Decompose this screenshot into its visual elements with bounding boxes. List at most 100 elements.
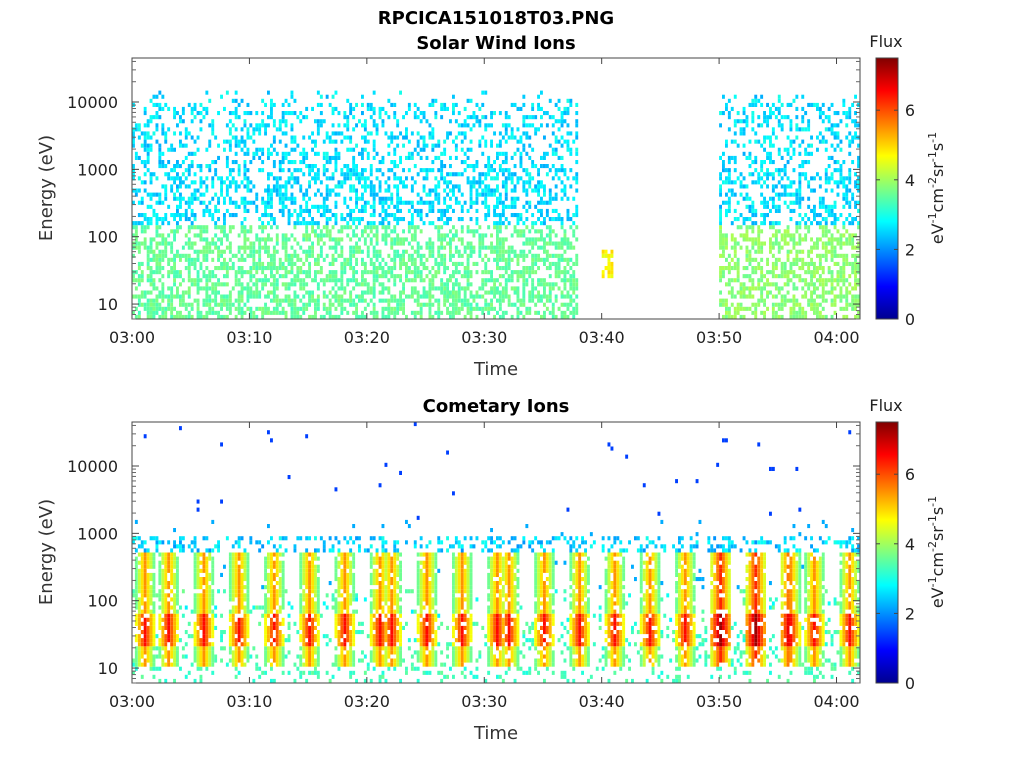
flux-cell xyxy=(275,294,279,299)
flux-cell xyxy=(228,200,232,205)
flux-cell xyxy=(363,180,367,185)
flux-cell xyxy=(173,176,176,181)
flux-cell xyxy=(798,213,802,218)
flux-cell xyxy=(771,245,775,250)
flux-cell xyxy=(493,213,496,218)
flux-cell xyxy=(786,135,790,140)
flux-cell xyxy=(152,172,156,177)
flux-cell xyxy=(152,314,156,319)
flux-cell xyxy=(725,233,728,238)
flux-cell xyxy=(792,314,796,319)
flux-cell xyxy=(264,237,267,242)
flux-cell xyxy=(839,233,843,238)
flux-cell xyxy=(281,208,285,213)
flux-cell xyxy=(730,139,734,144)
flux-cell xyxy=(384,180,388,185)
flux-cell xyxy=(264,225,267,230)
flux-cell xyxy=(264,213,267,218)
flux-cell xyxy=(322,151,326,156)
flux-cell xyxy=(302,286,306,291)
flux-cell xyxy=(792,245,796,250)
flux-cell xyxy=(305,204,309,209)
flux-cell xyxy=(173,294,176,299)
flux-cell xyxy=(270,225,273,230)
flux-cell xyxy=(272,306,276,311)
flux-cell xyxy=(440,168,444,173)
flux-cell xyxy=(771,111,775,116)
flux-cell xyxy=(572,286,576,291)
flux-cell xyxy=(158,225,162,230)
flux-cell xyxy=(475,115,479,120)
flux-cell xyxy=(284,155,288,160)
flux-cell xyxy=(801,119,805,124)
flux-cell xyxy=(190,257,194,262)
flux-cell xyxy=(293,208,297,213)
flux-cell xyxy=(830,188,834,193)
flux-cell xyxy=(275,184,279,189)
flux-cell xyxy=(378,115,382,120)
flux-cell xyxy=(328,208,332,213)
x-tick-label: 03:10 xyxy=(226,328,272,347)
flux-cell xyxy=(358,196,361,201)
flux-cell xyxy=(440,261,444,266)
flux-cell xyxy=(179,139,182,144)
flux-cell xyxy=(316,221,320,226)
flux-cell xyxy=(410,270,414,275)
flux-cell xyxy=(789,233,793,238)
flux-cell xyxy=(522,282,526,287)
flux-cell xyxy=(551,261,555,266)
flux-cell xyxy=(719,302,722,307)
flux-cell xyxy=(751,302,755,307)
flux-cell xyxy=(140,278,144,283)
flux-cell xyxy=(284,180,288,185)
flux-cell xyxy=(402,180,405,185)
flux-cell xyxy=(179,302,182,307)
flux-cell xyxy=(745,196,749,201)
flux-cell xyxy=(786,290,790,295)
flux-cell xyxy=(361,147,364,152)
flux-cell xyxy=(252,310,256,315)
flux-cell xyxy=(531,282,535,287)
flux-cell xyxy=(851,217,855,222)
flux-cell xyxy=(457,131,461,136)
flux-cell xyxy=(346,257,350,262)
flux-cell xyxy=(522,302,526,307)
flux-cell xyxy=(349,249,353,254)
flux-cell xyxy=(181,314,185,319)
flux-cell xyxy=(384,196,388,201)
flux-cell xyxy=(460,302,464,307)
flux-cell xyxy=(173,257,176,262)
flux-cell xyxy=(284,274,288,279)
flux-cell xyxy=(146,253,150,258)
flux-cell xyxy=(149,221,153,226)
flux-cell xyxy=(223,147,226,152)
flux-cell xyxy=(225,237,229,242)
flux-cell xyxy=(334,204,338,209)
flux-cell xyxy=(783,168,787,173)
flux-cell xyxy=(810,143,813,148)
flux-cell xyxy=(164,245,168,250)
flux-cell xyxy=(736,261,740,266)
flux-cell xyxy=(763,298,766,303)
flux-cell xyxy=(478,253,482,258)
flux-cell xyxy=(234,253,238,258)
flux-cell xyxy=(818,106,822,111)
flux-cell xyxy=(757,229,761,234)
flux-cell xyxy=(375,176,379,181)
flux-cell xyxy=(272,221,276,226)
flux-cell xyxy=(490,278,493,283)
flux-cell xyxy=(452,237,455,242)
flux-cell xyxy=(460,160,464,165)
flux-cell xyxy=(299,286,303,291)
flux-cell xyxy=(830,245,834,250)
flux-cell xyxy=(848,221,852,226)
flux-cell xyxy=(314,310,317,315)
flux-cell xyxy=(319,249,323,254)
flux-cell xyxy=(807,286,811,291)
flux-cell xyxy=(302,302,306,307)
flux-cell xyxy=(460,217,464,222)
flux-cell xyxy=(255,151,259,156)
flux-cell xyxy=(722,274,725,279)
flux-cell xyxy=(848,282,852,287)
flux-cell xyxy=(134,237,138,242)
